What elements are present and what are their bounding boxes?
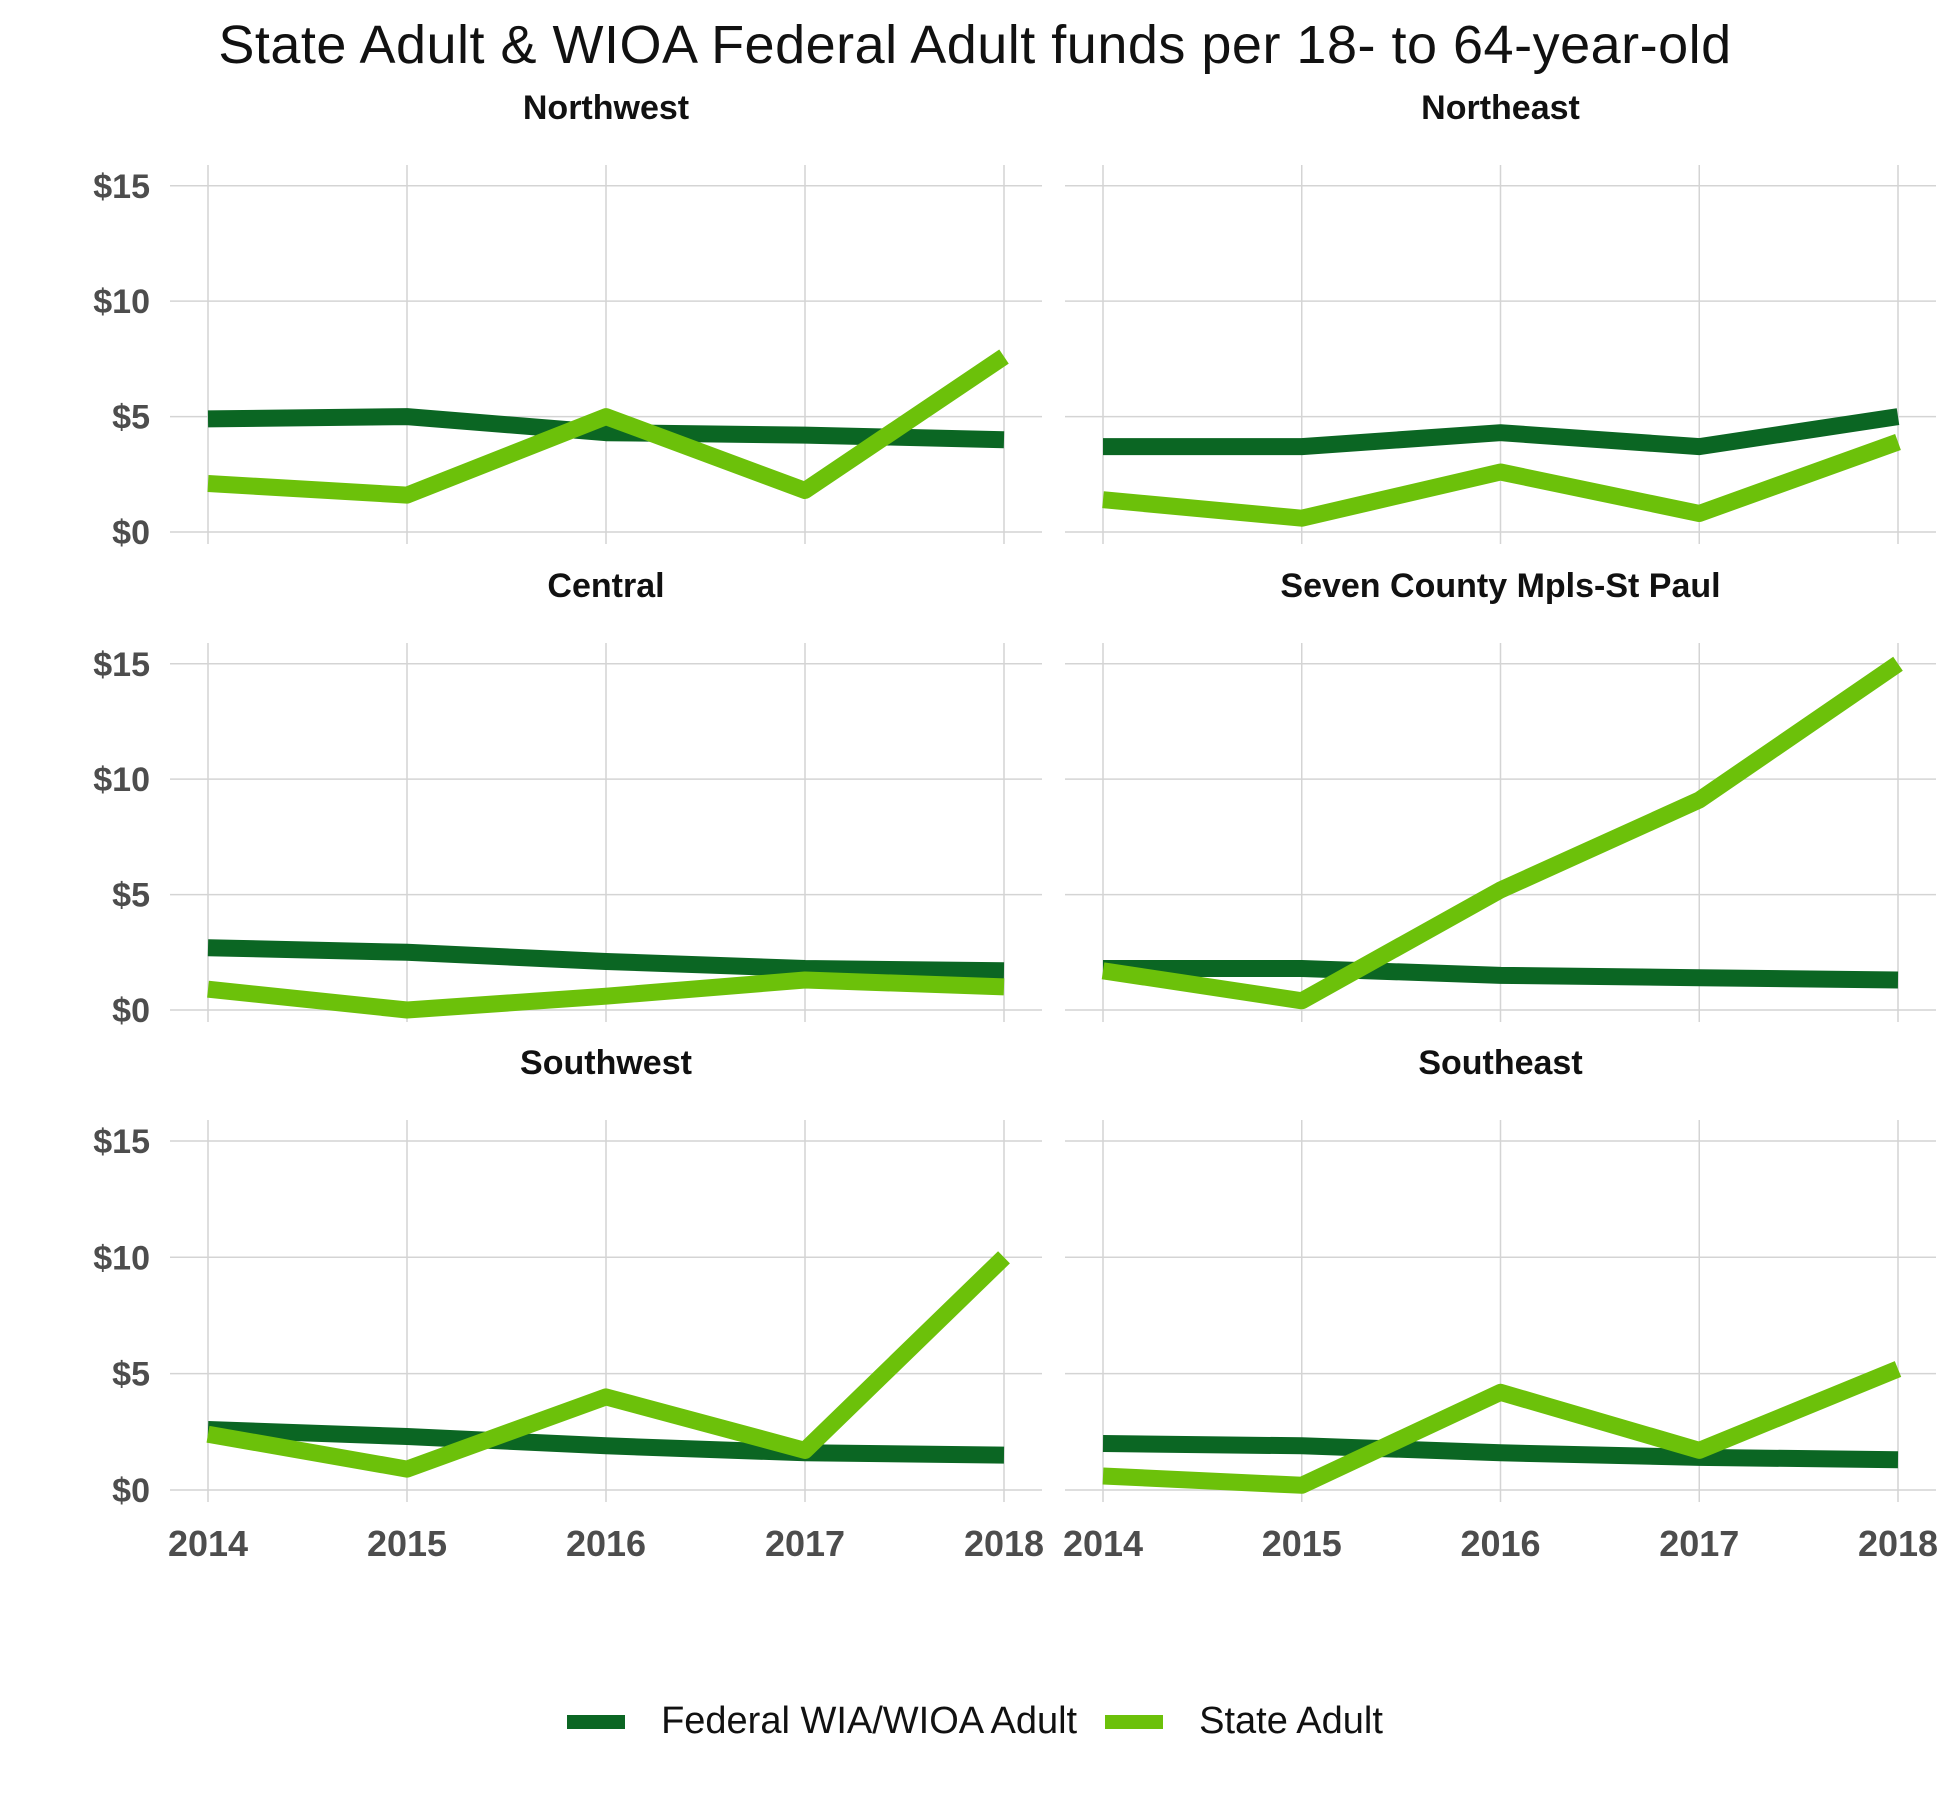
legend-item-state: State Adult [1105,1700,1383,1743]
x-tick-label: 2016 [566,1523,646,1564]
series-line-state-adult [1102,434,1901,527]
y-tick-label: $10 [93,1239,150,1277]
y-tick-label: $15 [93,646,150,684]
panel-title: Central [547,567,664,605]
series-line-federal-wia-wioa-adult [1103,960,1899,989]
series-line-state-adult [207,349,1009,504]
panel-seven-county-mpls-st-paul: Seven County Mpls-St Paul [1065,567,1936,1022]
series-line-state-adult [206,1251,1010,1478]
legend-key-federal [567,1714,626,1729]
y-tick-label: $5 [112,1356,150,1394]
y-tick-label: $10 [93,761,150,799]
x-tick-label: 2017 [1659,1523,1739,1564]
series-line-state-adult [207,971,1005,1019]
panel-title: Northeast [1421,89,1580,127]
y-tick-label: $0 [112,1472,150,1510]
y-tick-label: $15 [93,1123,150,1161]
panel-northeast: Northeast [1065,89,1936,544]
x-tick-label: 2014 [1063,1523,1143,1564]
x-tick-label: 2018 [1858,1523,1938,1564]
series-line-federal-wia-wioa-adult [1102,1435,1899,1469]
y-tick-label: $10 [93,283,150,321]
y-tick-label: $0 [112,992,150,1030]
panel-title: Northwest [523,89,689,127]
legend-item-federal: Federal WIA/WIOA Adult [567,1700,1077,1743]
panel-southeast: Southeast 2014 2015 2016 2017 2018 [1063,1044,1938,1564]
y-tick-label: $15 [93,168,150,206]
x-tick-label: 2017 [765,1523,845,1564]
x-tick-label: 2015 [1262,1523,1342,1564]
panel-title: Seven County Mpls-St Paul [1280,567,1720,605]
y-tick-label: $0 [112,514,150,552]
series-line-federal-wia-wioa-adult [1103,408,1900,456]
series-line-federal-wia-wioa-adult [207,939,1005,980]
legend: Federal WIA/WIOA Adult State Adult [0,1700,1950,1743]
series-line-federal-wia-wioa-adult [207,1421,1005,1464]
panel-southwest: Southwest $0 $5 $10 $15 2014 2015 2016 2017 2018 [93,1044,1044,1564]
x-tick-label: 2015 [367,1523,447,1564]
series-line-state-adult [1101,656,1903,1010]
y-tick-label: $5 [112,877,150,915]
y-tick-label: $5 [112,399,150,437]
x-tick-label: 2016 [1460,1523,1540,1564]
panel-central: Central $0 $5 $10 $15 [93,567,1042,1030]
panel-title: Southwest [520,1044,692,1082]
legend-label-state: State Adult [1199,1700,1383,1742]
series-line-state-adult [1102,1361,1902,1494]
x-tick-label: 2018 [964,1523,1044,1564]
chart-title: State Adult & WIOA Federal Adult funds p… [218,15,1732,75]
legend-key-state [1105,1714,1164,1729]
panel-title: Southeast [1418,1044,1582,1082]
legend-label-federal: Federal WIA/WIOA Adult [661,1700,1078,1742]
x-tick-label: 2014 [168,1523,248,1564]
panel-northwest: Northwest $0 $5 $10 $15 [93,89,1042,552]
